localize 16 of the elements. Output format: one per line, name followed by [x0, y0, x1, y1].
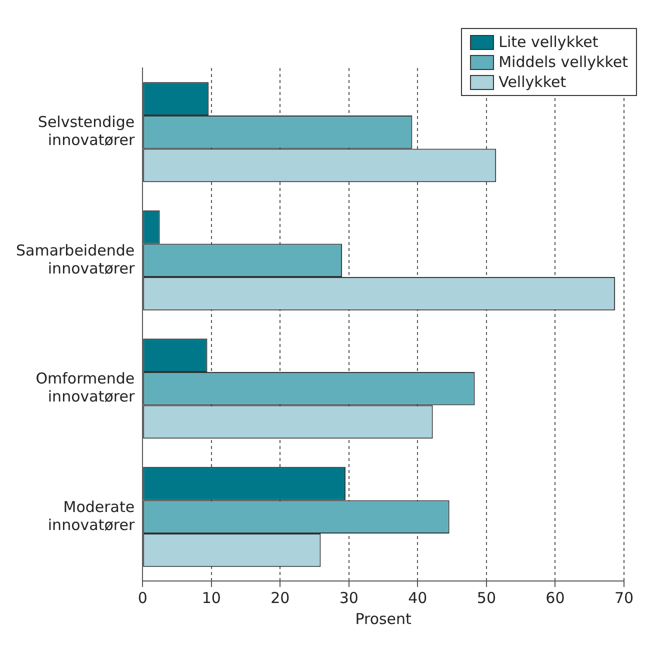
- x-tick-label: 0: [138, 588, 148, 607]
- x-tick-label: 50: [476, 588, 496, 607]
- legend-label: Middels vellykket: [498, 52, 628, 72]
- x-tick-label: 60: [546, 588, 565, 607]
- x-tick-label: 70: [614, 588, 634, 607]
- y-tick-label: Moderate innovatører: [48, 498, 136, 534]
- y-tick-label: Omformende innovatører: [36, 370, 136, 406]
- legend-label: Vellykket: [498, 72, 566, 92]
- y-tick-label: Samarbeidende innovatører: [16, 241, 136, 278]
- x-axis-title: Prosent: [355, 610, 412, 628]
- y-tick-label: Selvstendige innovatører: [38, 113, 136, 150]
- x-tick-label: 20: [270, 588, 290, 607]
- x-tick-label: 10: [202, 588, 221, 607]
- x-tick-label: 40: [408, 588, 428, 607]
- x-tick-label: 30: [339, 588, 358, 607]
- legend-label: Lite vellykket: [498, 32, 598, 52]
